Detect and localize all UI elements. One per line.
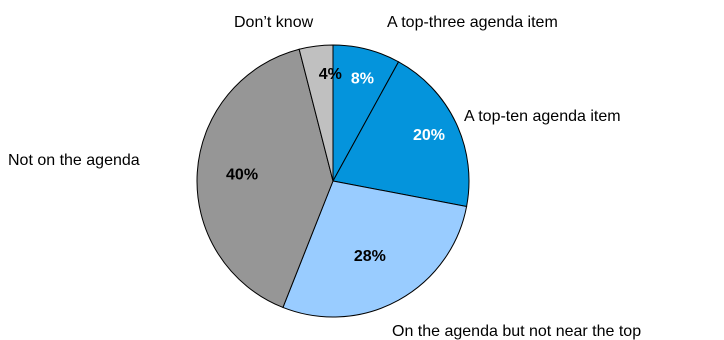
percent-label-3: 28% <box>354 248 386 265</box>
pie-slice-3 <box>282 180 468 318</box>
label-dont-know: Don’t know <box>234 14 314 31</box>
label-top-three: A top-three agenda item <box>387 14 558 31</box>
percent-label-1: 8% <box>351 70 374 87</box>
label-on-agenda: On the agenda but not near the top <box>392 323 641 340</box>
pie-slice-5 <box>298 44 334 182</box>
label-not-on-agenda: Not on the agenda <box>8 152 140 169</box>
percent-label-2: 20% <box>413 127 445 144</box>
label-top-ten: A top-ten agenda item <box>464 108 621 125</box>
pie-slices <box>196 44 470 318</box>
percent-label-5: 4% <box>319 66 342 83</box>
pie-slice-4 <box>196 48 334 309</box>
percent-labels: 8% 20% 28% 40% 4% <box>226 66 445 265</box>
percent-label-4: 40% <box>226 166 258 183</box>
pie-slice-2 <box>332 61 470 208</box>
